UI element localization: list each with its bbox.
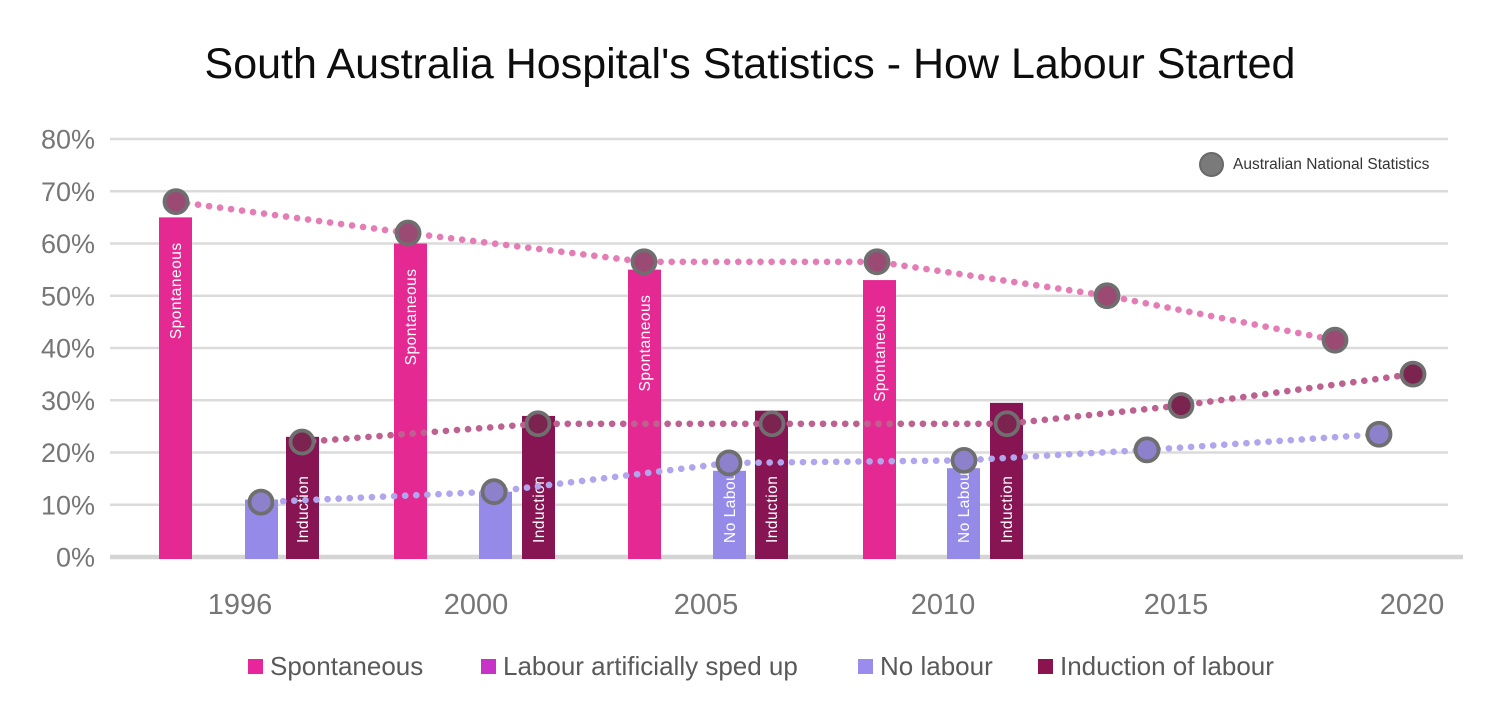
x-tick-label-2010: 2010 <box>911 589 976 621</box>
national-dot-2000 <box>394 219 422 247</box>
national-dot-2010 <box>863 248 891 276</box>
national-dot-2005 <box>758 410 786 438</box>
national-dot-1996 <box>247 488 275 516</box>
legend: Spontaneous Labour artificially sped up No… <box>0 650 1500 686</box>
bar-no-labour-2010 <box>947 468 980 559</box>
national-dot-2020 <box>1399 360 1427 388</box>
y-tick-label-50: 50% <box>41 281 95 311</box>
legend-swatch-icon <box>481 658 496 674</box>
y-tick-label-40: 40% <box>41 334 95 364</box>
national-dot-1996 <box>162 188 190 216</box>
bar-spontaneous-2000 <box>394 243 427 559</box>
national-dot-2005 <box>630 248 658 276</box>
national-legend: Australian National Statistics <box>1199 152 1429 177</box>
x-tick-label-1996: 1996 <box>208 589 273 621</box>
national-dot-2015 <box>1133 436 1161 464</box>
bar-label-2010: Spontaneous <box>872 305 889 402</box>
national-dot-2000 <box>524 410 552 438</box>
dotted-line-induction-of-labour-national- <box>298 370 1417 446</box>
legend-item-no-labour: No labour <box>858 650 993 682</box>
legend-item-labour-artificially-sped-up: Labour artificially sped up <box>481 650 798 682</box>
bar-label-2000: Induction <box>531 476 548 543</box>
national-dot-2010 <box>993 410 1021 438</box>
legend-item-induction-of-labour: Induction of labour <box>1038 650 1274 682</box>
x-tick-label-2015: 2015 <box>1144 589 1209 621</box>
national-dot-2015 <box>1167 392 1195 419</box>
y-tick-label-70: 70% <box>41 177 95 207</box>
chart-title: South Australia Hospital's Statistics - … <box>204 40 1296 88</box>
bar-induction-of-labour-1996 <box>286 436 319 559</box>
national-legend-label: Australian National Statistics <box>1233 155 1430 173</box>
dotted-line-spontaneous-national- <box>172 198 1339 344</box>
x-tick-label-2005: 2005 <box>674 589 739 621</box>
legend-swatch-icon <box>1038 658 1053 674</box>
y-tick-label-80: 80% <box>41 125 95 155</box>
bar-label-2005: Induction <box>764 476 781 543</box>
national-dot-2000 <box>480 478 508 506</box>
bar-spontaneous-1996 <box>159 217 192 559</box>
national-dot-2005 <box>715 449 743 477</box>
bar-label-1996: Induction <box>295 476 312 543</box>
y-tick-label-30: 30% <box>41 386 95 416</box>
bar-no-labour-2005 <box>713 470 746 559</box>
bar-spontaneous-2005 <box>628 269 661 559</box>
legend-swatch-icon <box>858 658 873 674</box>
bar-label-2005: Spontaneous <box>637 295 654 392</box>
bar-label-2000: Spontaneous <box>403 269 420 366</box>
y-tick-label-60: 60% <box>41 229 95 259</box>
bar-label-1996: Spontaneous <box>168 242 185 339</box>
x-tick-label-2000: 2000 <box>444 589 509 621</box>
legend-label: Induction of labour <box>1060 650 1274 681</box>
legend-label: No labour <box>880 650 993 681</box>
y-tick-label-20: 20% <box>41 438 95 468</box>
dotted-line-no-labour-national- <box>257 430 1383 506</box>
legend-label: Labour artificially sped up <box>503 650 798 681</box>
national-legend-dot-icon <box>1199 152 1224 177</box>
y-tick-label-10: 10% <box>41 490 95 520</box>
bar-spontaneous-2010 <box>863 280 896 559</box>
bar-label-2010: Induction <box>999 476 1016 543</box>
y-tick-label-0: 0% <box>56 543 95 573</box>
bar-label-2010: No Labour <box>956 466 973 543</box>
national-dot-2018 <box>1321 326 1349 354</box>
national-dot-2019 <box>1365 420 1393 448</box>
national-dot-1996 <box>288 428 316 456</box>
national-dot-2015 <box>1093 282 1121 310</box>
national-dot-2010 <box>950 446 978 474</box>
legend-swatch-icon <box>248 658 263 674</box>
legend-label: Spontaneous <box>270 650 424 681</box>
legend-item-spontaneous: Spontaneous <box>248 650 423 682</box>
bar-label-2005: No Labour <box>722 466 739 543</box>
x-tick-label-2020: 2020 <box>1380 589 1445 621</box>
